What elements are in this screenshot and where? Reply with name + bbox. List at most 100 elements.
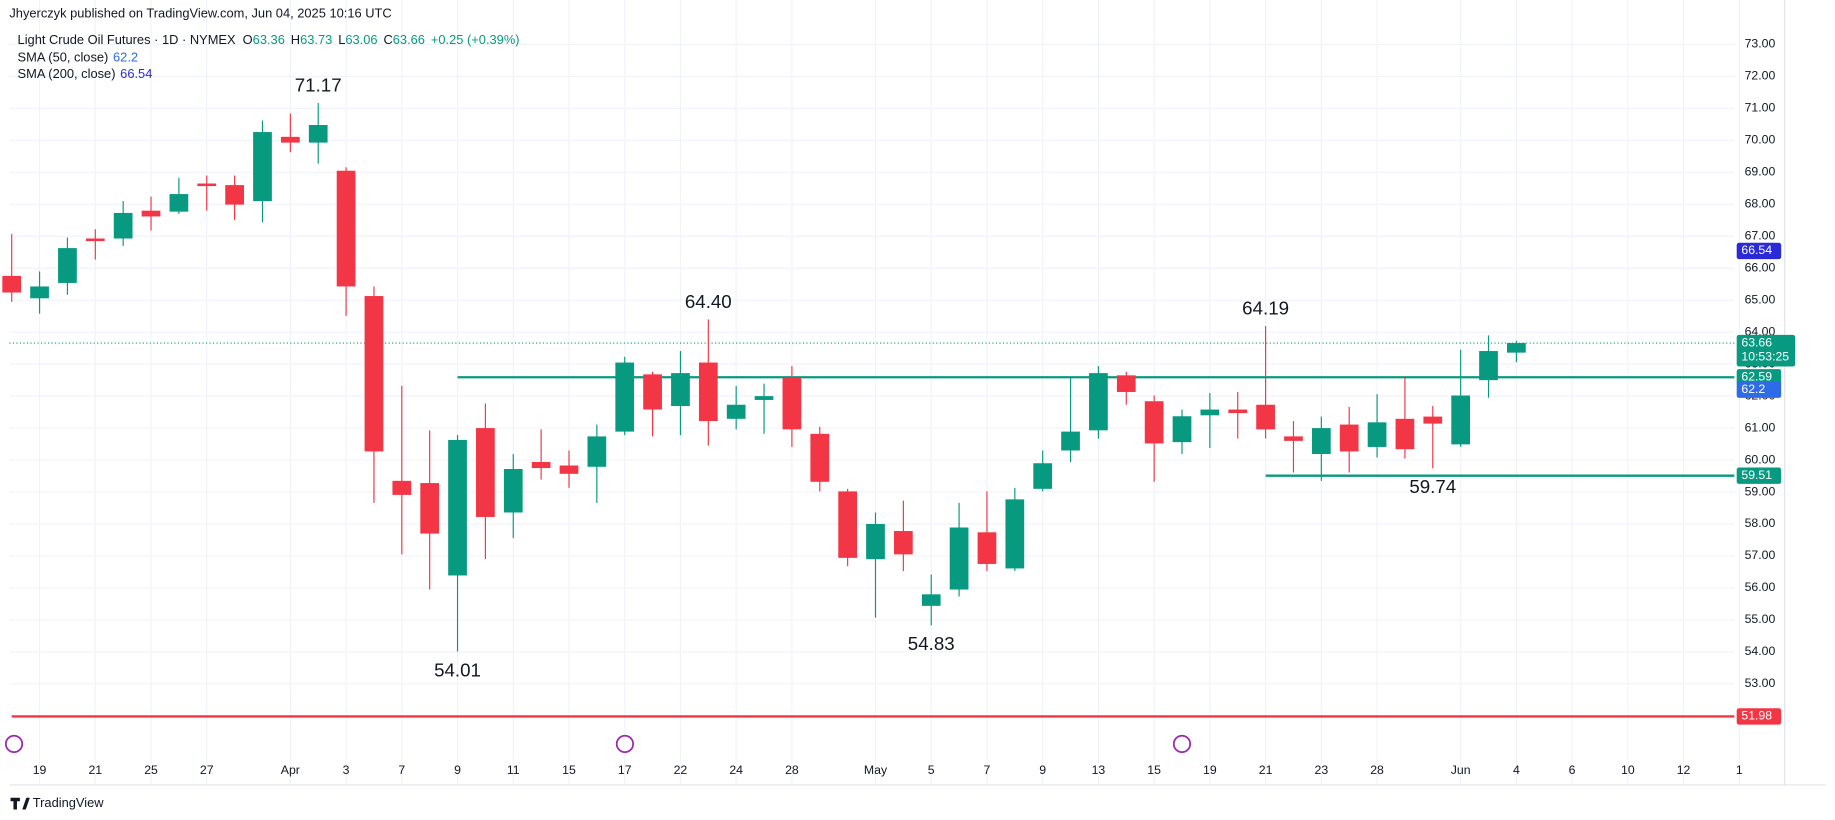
sma-badge: 66.54 [1741,243,1772,257]
legend-sma200: SMA (200, close) 66.54 [18,66,153,81]
candle-body [1089,373,1108,431]
candle-body [1423,416,1443,424]
candle-body [503,469,523,513]
x-tick-label: 23 [1314,763,1328,777]
y-tick-label: 57.00 [1745,548,1776,562]
x-tick-label: 5 [928,763,935,777]
candle-body [85,238,105,242]
price-axis: 52.0053.0054.0055.0056.0057.0058.0059.00… [33,37,1776,777]
candle-body [559,465,579,474]
x-tick-label: 21 [1259,763,1273,777]
candle-body [169,194,189,212]
candle-body [1061,431,1080,451]
candle-body [866,523,885,560]
price-badge-countdown: 10:53:25 [1741,349,1789,363]
x-tick-label: 22 [674,763,688,777]
candle-body [392,480,412,495]
sma200-name: SMA (200, close) [18,66,116,81]
y-tick-label: 56.00 [1745,580,1776,594]
plot [2,102,1735,718]
x-tick-label: Apr [281,763,300,777]
candle-body [1228,409,1248,414]
candle-body [2,275,22,293]
candle-body [1367,422,1387,447]
x-tick-label: Jun [1451,763,1471,777]
candle-body [782,377,802,430]
x-tick-label: 17 [618,763,632,777]
candle-body [1144,401,1164,444]
y-tick-label: 59.00 [1745,484,1776,498]
x-tick-label: 9 [1039,763,1046,777]
h-value: 63.73 [300,32,332,47]
candle-body [1395,418,1415,450]
l-value: 63.06 [345,32,377,47]
candle-body [30,286,49,299]
event-icon [1172,734,1192,754]
x-tick-label: 15 [1147,763,1161,777]
symbol-title: Light Crude Oil Futures · 1D · NYMEX [18,32,236,47]
event-icon [615,734,634,754]
candle-body [336,170,356,287]
y-tick-label: 65.00 [1745,292,1776,306]
x-tick-label: 19 [33,763,47,777]
event-icons [4,734,1192,754]
candle-body [921,594,941,606]
candle-body [141,210,161,217]
y-tick-label: 66.00 [1745,260,1776,274]
y-tick-label: 55.00 [1745,612,1776,626]
sma50-value: 62.2 [113,50,138,65]
x-tick-label: 28 [785,763,799,777]
h-label: H [291,32,300,47]
x-tick-label: 11 [507,763,520,777]
x-tick-label: 21 [88,763,102,777]
price-annotation: 71.17 [295,75,342,96]
x-tick-label: 12 [1677,763,1691,777]
x-tick-label: 7 [398,763,405,777]
x-tick-label: 13 [1092,763,1106,777]
candle-body [810,433,830,482]
candle-body [949,527,969,590]
legend-main: Light Crude Oil Futures · 1D · NYMEX O63… [18,32,520,47]
grid [9,0,1740,785]
candle-body [308,125,328,143]
price-annotation: 59.74 [1409,476,1456,497]
y-tick-label: 67.00 [1745,229,1776,243]
candle-body [1311,428,1331,454]
candle-body [1339,424,1359,452]
candle-body [1200,409,1220,416]
candle-body [838,491,857,558]
brand: TradingView [33,795,104,810]
y-tick-label: 60.00 [1745,452,1776,466]
y-tick-label: 71.00 [1745,101,1776,115]
candle-body [197,183,217,187]
candle-body [1507,343,1526,353]
x-tick-label: 25 [144,763,158,777]
x-tick-label: 7 [984,763,991,777]
level-badge: 62.59 [1741,370,1772,384]
x-tick-label: May [864,763,888,777]
y-tick-label: 70.00 [1745,133,1776,147]
candle-body [615,362,635,432]
candle-body [1451,395,1471,445]
price-annotation: 64.19 [1242,298,1289,319]
price-badge: 63.66 [1741,335,1772,349]
level-badge: 59.51 [1741,468,1772,482]
candle-body [476,428,495,517]
x-tick-label: 15 [562,763,576,777]
sma200-value: 66.54 [120,66,152,81]
candle-body [1256,404,1275,430]
y-tick-label: 68.00 [1745,197,1776,211]
candle-body [253,132,272,202]
price-badge-bg [1736,334,1796,367]
sma50-name: SMA (50, close) [18,50,109,65]
candle-body [364,296,384,452]
y-tick-label: 73.00 [1745,37,1776,51]
level-badge: 51.98 [1741,709,1772,723]
price-annotation: 54.83 [908,633,955,654]
candle-body [1479,351,1498,381]
candle-body [587,436,607,467]
price-annotation: 54.01 [434,659,481,680]
c-value: 63.66 [393,32,425,47]
x-tick-label: 28 [1370,763,1384,777]
